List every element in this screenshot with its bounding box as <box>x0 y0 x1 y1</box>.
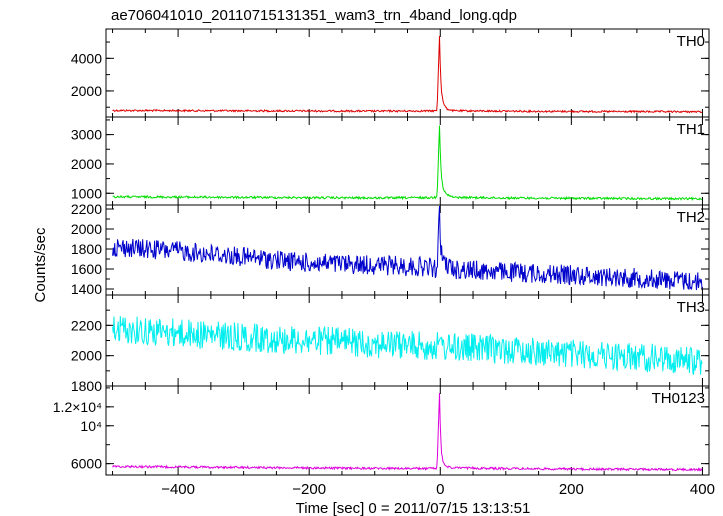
panel-name-label: TH3 <box>677 299 705 316</box>
series-line-th3 <box>112 316 703 375</box>
y-tick-label: 1800 <box>71 241 102 257</box>
x-tick-label: −200 <box>292 481 326 498</box>
panel-name-label: TH2 <box>677 209 705 226</box>
x-tick-label: 200 <box>559 481 584 498</box>
y-tick-label: 1.2×10⁴ <box>53 399 102 415</box>
y-tick-label: 2000 <box>71 156 102 172</box>
panel-frame <box>105 385 710 476</box>
y-tick-label: 1600 <box>71 261 102 277</box>
y-tick-label: 2200 <box>71 317 102 333</box>
y-tick-label: 2200 <box>71 201 102 217</box>
y-tick-label: 4000 <box>71 50 102 66</box>
series-line-th1 <box>112 125 703 201</box>
y-tick-label: 6000 <box>71 456 102 472</box>
y-tick-label: 2000 <box>71 221 102 237</box>
panel-th1: 1000 2000 3000 TH1 <box>71 116 710 206</box>
chart-title: ae706041010_20110715131351_wam3_trn_4ban… <box>111 7 517 24</box>
y-tick-label: 1800 <box>71 378 102 394</box>
x-tick-label: 400 <box>690 481 715 498</box>
series-line-th2 <box>112 205 703 291</box>
x-tick-label: 0 <box>436 481 444 498</box>
panel-name-label: TH0123 <box>652 390 705 407</box>
y-tick-label: 1400 <box>71 281 102 297</box>
y-tick-label: 1000 <box>71 185 102 201</box>
panel-frame <box>105 28 710 118</box>
y-axis-label: Counts/sec <box>32 227 49 303</box>
panel-frame <box>105 116 710 206</box>
y-tick-label: 3000 <box>71 127 102 143</box>
panel-th2: 1400 1600 1800 2000 2200 TH2 <box>71 201 710 297</box>
panel-th0: 2000 4000 TH0 <box>71 28 710 118</box>
panel-th0123: 6000 10⁴ 1.2×10⁴ TH0123 <box>53 385 710 476</box>
panel-name-label: TH0 <box>677 33 705 50</box>
panel-frame <box>105 294 710 387</box>
y-tick-label: 10⁴ <box>80 418 102 434</box>
series-line-th0 <box>112 35 703 114</box>
y-tick-label: 2000 <box>71 83 102 99</box>
panel-name-label: TH1 <box>677 121 705 138</box>
y-tick-label: 2000 <box>71 348 102 364</box>
series-line-th0123 <box>112 392 703 472</box>
x-tick-label: −400 <box>161 481 195 498</box>
panel-th3: 1800 2000 2200 TH3 <box>71 294 710 394</box>
x-axis-label: Time [sec] 0 = 2011/07/15 13:13:51 <box>296 500 531 516</box>
